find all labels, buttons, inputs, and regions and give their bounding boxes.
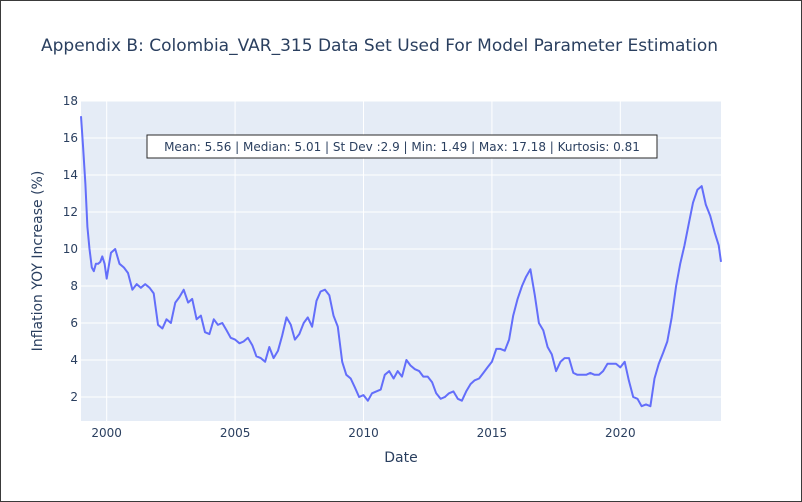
x-tick-label: 2020 [605,426,636,440]
y-tick-label: 14 [63,168,78,182]
y-tick-label: 8 [70,279,78,293]
y-tick-label: 6 [70,316,78,330]
y-tick-label: 2 [70,390,78,404]
stats-annotation: Mean: 5.56 | Median: 5.01 | St Dev :2.9 … [146,134,658,159]
series-line [80,116,722,408]
annotation-text: Mean: 5.56 | Median: 5.01 | St Dev :2.9 … [164,140,640,154]
y-tick-label: 16 [63,131,78,145]
x-tick-labels: 2000 2005 2010 2015 2020 [91,426,635,440]
y-tick-label: 4 [70,353,78,367]
x-tick-label: 2000 [91,426,122,440]
x-tick-label: 2005 [220,426,251,440]
x-tick-label: 2015 [477,426,508,440]
annotation-box [146,134,658,159]
x-axis-label: Date [384,450,417,466]
y-tick-labels: 2 4 6 8 10 12 14 16 18 [63,94,78,404]
y-tick-label: 10 [63,242,78,256]
y-axis-label: Inflation YOY Increase (%) [30,171,46,352]
chart-title: Appendix B: Colombia_VAR_315 Data Set Us… [41,36,718,56]
x-tick-label: 2010 [348,426,379,440]
y-tick-label: 18 [63,94,78,108]
y-tick-label: 12 [63,205,78,219]
